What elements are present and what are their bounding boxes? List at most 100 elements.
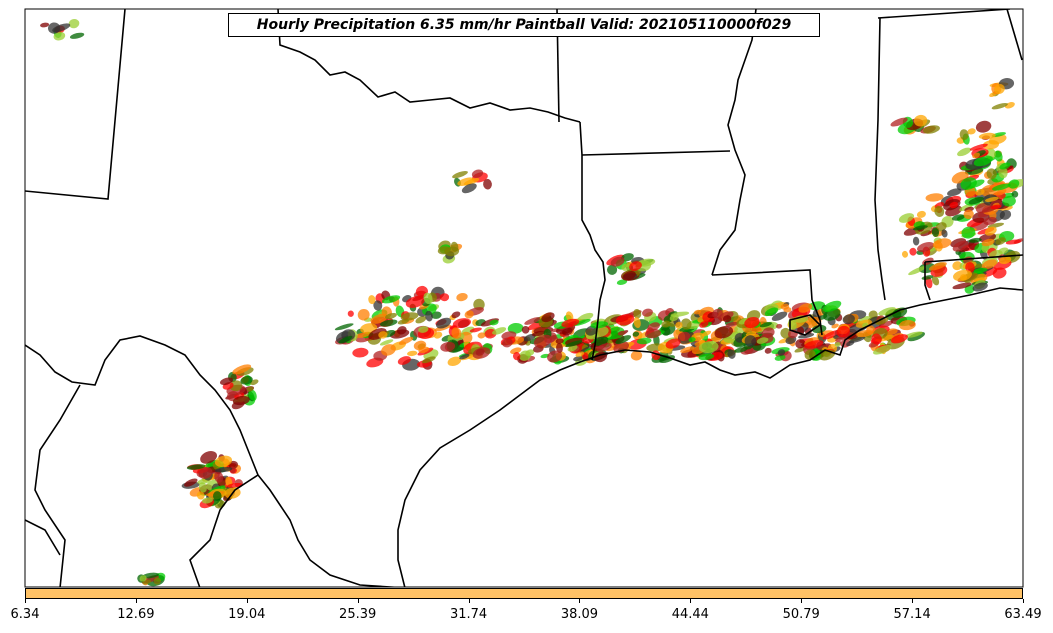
precip-paintball <box>771 311 788 322</box>
precip-paintball <box>451 327 462 339</box>
precip-paintball <box>512 352 521 361</box>
red-river-border <box>277 9 581 123</box>
precip-paintball <box>875 317 889 325</box>
precip-paintball <box>725 321 738 327</box>
precip-paintball <box>912 236 920 246</box>
precip-paintball <box>519 350 531 361</box>
precip-paintball <box>968 196 985 205</box>
precip-paintball <box>633 309 642 319</box>
precip-paintball <box>212 491 222 501</box>
ga-fl-border <box>924 254 1023 263</box>
precip-paintball <box>630 350 643 361</box>
precip-paintball <box>590 321 609 329</box>
precip-paintball <box>745 331 757 337</box>
precip-paintball <box>661 326 671 336</box>
precip-paintball <box>965 262 975 273</box>
precip-paintball <box>983 216 997 226</box>
colorbar-tick-label: 63.49 <box>1004 607 1042 622</box>
colorbar-tick <box>690 599 692 603</box>
precip-paintball <box>871 333 882 345</box>
precip-paintball <box>744 335 757 347</box>
precip-paintball <box>722 315 732 323</box>
rio-grande <box>25 335 403 587</box>
precip-paintball <box>413 340 427 351</box>
precip-paintball <box>373 300 383 311</box>
precip-paintball <box>423 292 433 305</box>
precip-paintball <box>990 204 1002 210</box>
precip-paintball <box>892 307 908 318</box>
mississippi-river <box>711 9 757 276</box>
precip-paintball <box>873 344 892 355</box>
precip-paintball <box>925 193 944 202</box>
precip-paintball <box>533 334 552 348</box>
precip-paintball <box>762 327 775 338</box>
colorbar-tick-label: 57.14 <box>893 607 931 622</box>
precip-paintball <box>69 32 85 39</box>
precip-paintball <box>461 183 477 194</box>
precip-paintball <box>556 342 563 353</box>
precip-paintball <box>447 356 462 367</box>
precip-paintball <box>960 177 977 190</box>
precip-paintball <box>973 267 988 274</box>
colorbar <box>25 588 1023 599</box>
precip-paintball <box>834 342 841 347</box>
precip-paintball <box>357 308 370 321</box>
precip-paintball <box>226 482 243 488</box>
precip-paintball <box>617 330 626 336</box>
plot-frame <box>24 8 1024 588</box>
precip-paintball <box>633 317 641 329</box>
precip-paintball <box>953 269 972 282</box>
precip-paintball <box>489 319 499 326</box>
precip-paintball <box>379 319 398 327</box>
precip-paintball <box>200 451 218 464</box>
precip-paintball <box>68 18 80 29</box>
precip-paintball <box>407 350 418 357</box>
precip-paintball <box>701 330 712 337</box>
precip-paintball <box>835 333 853 342</box>
precip-paintball <box>959 203 973 212</box>
precip-paintball <box>984 226 997 236</box>
precip-paintball <box>916 210 926 218</box>
precip-paintball <box>573 356 583 362</box>
precip-paintball <box>198 482 207 493</box>
precip-paintball <box>992 267 1007 279</box>
colorbar-tick-label: 6.34 <box>10 607 40 622</box>
precip-paintball <box>439 293 450 302</box>
precip-paintball <box>957 147 972 157</box>
precip-paintball <box>899 320 916 331</box>
precip-paintball <box>952 282 972 290</box>
precip-paintball <box>40 22 50 28</box>
precip-paintball <box>811 324 827 334</box>
precip-paintball <box>385 312 397 320</box>
precip-paintball <box>982 140 1000 150</box>
precip-paintball <box>629 261 642 271</box>
precip-paintball <box>214 466 233 473</box>
precip-paintball <box>219 377 234 386</box>
precip-paintball <box>774 354 786 361</box>
colorbar-tick-label: 38.09 <box>560 607 599 622</box>
precip-paintball <box>912 225 928 231</box>
precip-paintball <box>665 338 681 349</box>
mexico-state-line-3 <box>189 474 259 587</box>
precip-paintball <box>928 262 947 271</box>
precip-paintball <box>647 322 660 331</box>
precip-paintball <box>452 170 468 179</box>
precip-paintball <box>214 455 233 468</box>
precip-paintball <box>670 311 690 317</box>
precip-paintball <box>680 346 695 353</box>
precip-paintball <box>972 282 988 292</box>
precip-paintball <box>492 327 507 335</box>
precip-paintball <box>967 128 976 135</box>
precip-paintball <box>1008 179 1020 189</box>
precip-paintball <box>941 229 948 238</box>
precip-paintball <box>615 335 632 345</box>
precip-paintball <box>951 214 965 221</box>
precip-paintball <box>961 226 976 239</box>
precip-paintball <box>901 250 909 258</box>
precip-paintball <box>184 478 198 487</box>
precip-paintball <box>776 323 783 329</box>
precip-paintball <box>198 467 213 479</box>
precip-paintball <box>999 209 1012 220</box>
precip-paintball <box>440 341 456 352</box>
precip-paintball <box>555 338 564 344</box>
